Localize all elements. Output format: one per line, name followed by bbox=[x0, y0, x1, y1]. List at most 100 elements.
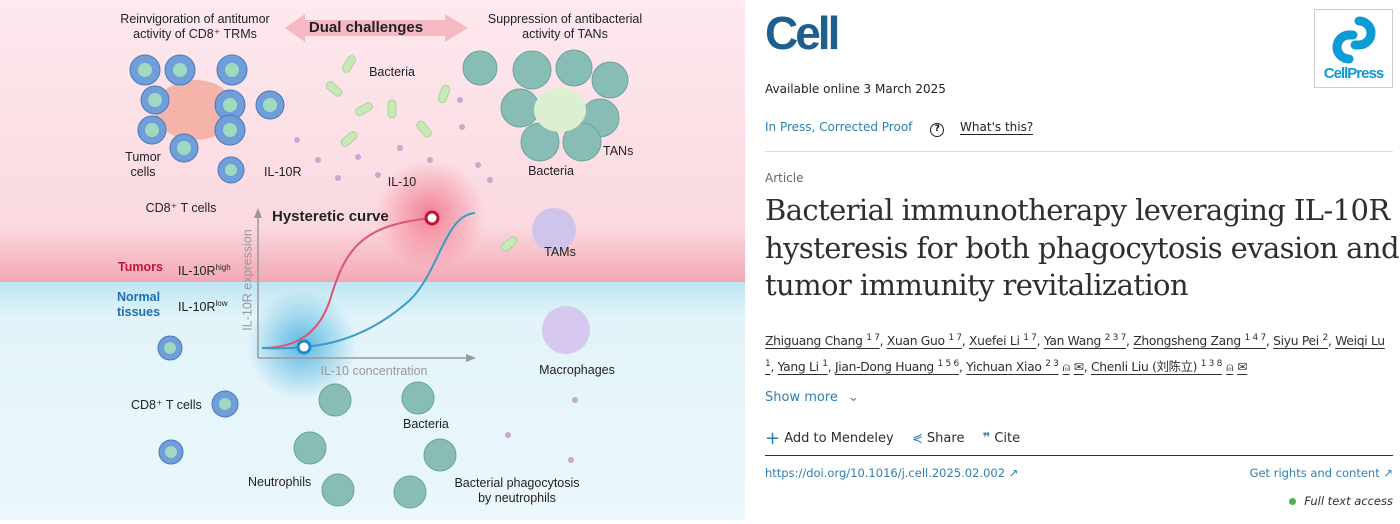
share-button[interactable]: ⋞ Share bbox=[912, 431, 965, 446]
author-link[interactable]: Xuan Guo 1 7 bbox=[887, 333, 962, 348]
label-text: IL-10R bbox=[178, 264, 216, 279]
author-name: Xuefei Li bbox=[969, 334, 1020, 349]
label-cd8-top: CD8⁺ T cells bbox=[145, 201, 217, 215]
author-name: Yang Li bbox=[777, 359, 819, 374]
question-circle-icon[interactable]: ? bbox=[930, 123, 945, 137]
label-hysteretic: Hysteretic curve bbox=[272, 208, 389, 225]
label-line: Tumor bbox=[125, 150, 161, 164]
rights-link[interactable]: Get rights and content ↗ bbox=[1250, 466, 1393, 480]
x-axis-label: IL-10 concentration bbox=[320, 364, 428, 378]
author-affiliations: 2 bbox=[1322, 333, 1329, 343]
label-line: cells bbox=[130, 165, 156, 179]
author: Weiqi Lu 1, bbox=[765, 334, 1385, 374]
author-affiliations: 1 bbox=[765, 358, 771, 369]
label-cd8-bottom: CD8⁺ T cells bbox=[131, 398, 202, 412]
cellpress-text: CellPress bbox=[1323, 65, 1384, 82]
dual-challenges-banner: Dual challenges bbox=[308, 19, 424, 36]
caption-line: Suppression of antibacterial bbox=[487, 12, 643, 26]
author-link[interactable]: Chenli Liu (刘陈立) 1 3 8 ⍝ ✉ bbox=[1090, 359, 1248, 374]
author-link[interactable]: Yichuan Xiao 2 3 ⍝ ✉ bbox=[966, 358, 1084, 374]
divider bbox=[765, 151, 1393, 152]
label-tams: TAMs bbox=[544, 245, 576, 259]
caption-line: Reinvigoration of antitumor bbox=[120, 12, 270, 26]
author-link[interactable]: Jian-Dong Huang 1 5 6 bbox=[834, 358, 960, 374]
author-link[interactable]: Zhiguang Chang 1 7 bbox=[765, 333, 880, 349]
article-header: Cell CellPress Available online 3 March … bbox=[765, 0, 1400, 520]
author-link[interactable]: Zhongsheng Zang 1 4 7 bbox=[1133, 333, 1267, 348]
label-il10: IL-10 bbox=[387, 175, 417, 189]
graphical-abstract: Reinvigoration of antitumor activity of C… bbox=[0, 0, 745, 520]
label-neutrophils: Neutrophils bbox=[248, 475, 312, 489]
author: Jian-Dong Huang 1 5 6, bbox=[834, 358, 967, 374]
add-to-mendeley-button[interactable]: + Add to Mendeley bbox=[765, 428, 894, 449]
author-name: Yichuan Xiao bbox=[966, 359, 1042, 374]
author-affiliations: 2 3 7 bbox=[1104, 333, 1127, 343]
label-il10r-low: IL-10Rlow bbox=[178, 296, 228, 315]
title-line: tumor immunity revitalization bbox=[765, 268, 1189, 302]
mail-icon: ✉ bbox=[1237, 359, 1248, 374]
available-online: Available online 3 March 2025 bbox=[765, 82, 946, 96]
chevron-down-icon: ⌄ bbox=[848, 390, 859, 405]
label-tumor-cells: Tumor cells bbox=[125, 150, 161, 180]
caption-trm: Reinvigoration of antitumor activity of C… bbox=[120, 12, 269, 42]
label-bacteria: Bacteria bbox=[369, 65, 415, 79]
author-link[interactable]: Weiqi Lu 1 bbox=[765, 334, 1385, 374]
author-link[interactable]: Yang Li 1 bbox=[777, 358, 828, 374]
author-affiliations: 2 3 bbox=[1045, 358, 1059, 369]
share-label: Share bbox=[926, 431, 965, 446]
label-line: Normal bbox=[117, 290, 161, 304]
label-normal-tissues: Normal tissues bbox=[117, 290, 160, 320]
author-name: Yan Wang bbox=[1043, 334, 1101, 349]
author: Siyu Pei 2, bbox=[1273, 333, 1336, 349]
author-affiliations: 1 bbox=[822, 358, 828, 369]
rights-text: Get rights and content bbox=[1249, 466, 1380, 480]
access-status: Full text access bbox=[1289, 494, 1393, 508]
label-line: tissues bbox=[117, 305, 161, 319]
author-affiliations: 1 7 bbox=[948, 333, 962, 343]
label-tumors: Tumors bbox=[118, 260, 163, 274]
author: Chenli Liu (刘陈立) 1 3 8 ⍝ ✉ bbox=[1090, 359, 1248, 374]
label-bacteria-bottom: Bacteria bbox=[403, 417, 449, 431]
caption-tan: Suppression of antibacterial activity of … bbox=[488, 12, 642, 42]
external-link-icon: ↗ bbox=[1383, 466, 1393, 480]
label-macrophages: Macrophages bbox=[539, 363, 615, 377]
author-affiliations: 1 5 6 bbox=[937, 358, 960, 369]
label-phagocytosis: Bacterial phagocytosis by neutrophils bbox=[454, 476, 579, 506]
author-name: Zhiguang Chang bbox=[765, 334, 863, 349]
mendeley-label: Add to Mendeley bbox=[784, 431, 894, 446]
cellpress-logo[interactable]: CellPress bbox=[1314, 9, 1393, 88]
author-affiliations: 1 7 bbox=[866, 333, 880, 343]
share-icon: ⋞ bbox=[911, 431, 923, 446]
divider bbox=[765, 455, 1393, 456]
journal-logo[interactable]: Cell bbox=[765, 7, 840, 59]
quote-icon: ❞ bbox=[982, 431, 991, 446]
article-type: Article bbox=[765, 171, 804, 185]
author-name: Weiqi Lu bbox=[1335, 334, 1385, 349]
author-link[interactable]: Xuefei Li 1 7 bbox=[969, 333, 1037, 349]
author-link[interactable]: Yan Wang 2 3 7 bbox=[1043, 333, 1127, 349]
author: Yang Li 1, bbox=[777, 358, 835, 374]
article-title: Bacterial immunotherapy leveraging IL-10… bbox=[765, 192, 1400, 305]
label-line: Bacterial phagocytosis bbox=[454, 476, 580, 490]
label-line: by neutrophils bbox=[478, 491, 556, 505]
author-list: Zhiguang Chang 1 7, Xuan Guo 1 7, Xuefei… bbox=[765, 327, 1393, 378]
plus-icon: + bbox=[765, 428, 781, 449]
status-label: In Press, Corrected Proof bbox=[765, 120, 913, 134]
author-name: Chenli Liu (刘陈立) bbox=[1090, 359, 1198, 374]
author: Xuan Guo 1 7, bbox=[886, 333, 969, 349]
doi-link[interactable]: https://doi.org/10.1016/j.cell.2025.02.0… bbox=[765, 466, 1018, 480]
y-axis-label: IL-10R expression bbox=[240, 229, 255, 331]
person-icon: ⍝ bbox=[1226, 359, 1234, 374]
show-more-button[interactable]: Show more ⌄ bbox=[765, 390, 859, 405]
author-name: Jian-Dong Huang bbox=[834, 359, 934, 374]
author-affiliations: 1 7 bbox=[1023, 333, 1037, 343]
label-text: IL-10R bbox=[178, 300, 216, 315]
label-il10r: IL-10R bbox=[264, 165, 302, 179]
author-affiliations: 1 4 7 bbox=[1244, 333, 1267, 343]
author: Xuefei Li 1 7, bbox=[969, 333, 1044, 349]
author: Yan Wang 2 3 7, bbox=[1043, 333, 1134, 349]
person-icon: ⍝ bbox=[1062, 359, 1070, 374]
author-link[interactable]: Siyu Pei 2 bbox=[1273, 333, 1329, 348]
whats-this-link[interactable]: What's this? bbox=[960, 120, 1034, 135]
cite-button[interactable]: ❞ Cite bbox=[983, 431, 1021, 446]
